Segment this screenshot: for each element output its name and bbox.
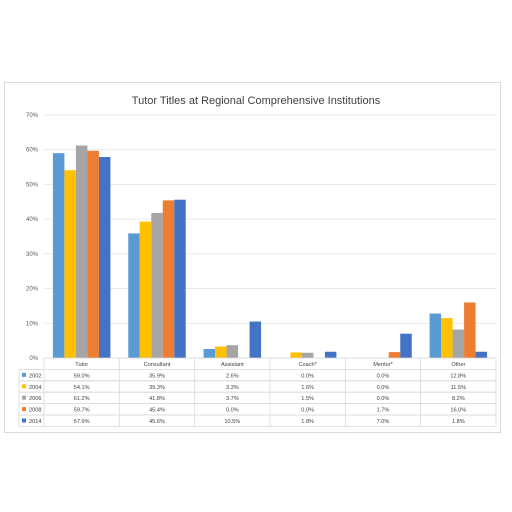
data-label: 1.5%	[301, 396, 314, 402]
data-table: Tutor Consultant Assistant Coach* Mentor* Oth…	[18, 357, 497, 427]
bar-2006-6	[452, 329, 465, 358]
data-label: 54.1%	[74, 385, 90, 391]
bar-2006-1	[75, 145, 88, 358]
bars	[52, 145, 488, 358]
legend-swatch-2004	[22, 384, 26, 389]
legend-swatch-2008	[22, 407, 26, 412]
data-label: 1.8%	[452, 419, 465, 425]
data-label: 1.8%	[301, 419, 314, 425]
bar-2006-4	[301, 352, 314, 358]
bar-2014-1	[98, 157, 111, 358]
data-label: 61.2%	[74, 396, 90, 402]
bar-2014-2	[174, 199, 186, 358]
y-tick-label: 20%	[26, 287, 39, 293]
data-label: 1.6%	[301, 385, 314, 391]
data-label: 10.5%	[224, 419, 240, 425]
data-label: 0.0%	[301, 408, 314, 414]
data-label: 7.0%	[377, 419, 390, 425]
bar-2014-4	[324, 351, 337, 358]
data-label: 0.0%	[377, 385, 390, 391]
y-tick-label: 40%	[26, 217, 39, 223]
y-tick-label: 60%	[26, 148, 39, 154]
data-label: 2.6%	[226, 373, 239, 379]
data-label: 59.7%	[74, 408, 90, 414]
legend-swatch-2006	[22, 395, 26, 400]
bar-2014-5	[400, 333, 412, 358]
bar-2008-1	[87, 150, 99, 358]
legend-entry-2008: 2008	[29, 408, 41, 414]
category-label: Other	[451, 362, 465, 368]
y-tick-label: 10%	[26, 321, 39, 327]
bar-2014-3	[249, 321, 262, 358]
bar-2002-3	[203, 348, 216, 358]
bar-2004-4	[290, 352, 302, 358]
data-label: 59.0%	[74, 373, 90, 379]
data-label: 41.8%	[149, 396, 165, 402]
y-tick-label: 30%	[26, 252, 39, 258]
chart-frame: Tutor Titles at Regional Comprehensive I…	[4, 82, 501, 433]
data-label: 45.4%	[149, 408, 165, 414]
data-label: 0.0%	[377, 396, 390, 402]
gridlines	[44, 114, 496, 359]
legend-entry-2014: 2014	[29, 419, 41, 425]
data-label: 0.0%	[301, 373, 314, 379]
legend-entry-2002: 2002	[29, 373, 41, 379]
y-tick-label: 50%	[26, 182, 39, 188]
bar-2004-2	[139, 221, 152, 358]
legend-swatch-2002	[22, 372, 26, 377]
y-tick-label: 0%	[29, 356, 38, 362]
bar-2006-2	[151, 212, 163, 358]
legend-swatch-2014	[22, 418, 26, 423]
bar-2002-6	[429, 313, 442, 358]
bar-2004-3	[215, 346, 227, 358]
data-label: 35.9%	[149, 373, 165, 379]
bar-2004-1	[64, 170, 76, 358]
data-label: 57.9%	[74, 419, 90, 425]
category-label: Tutor	[75, 362, 88, 368]
category-label: Mentor*	[373, 362, 393, 368]
bar-2008-2	[162, 200, 175, 358]
data-label: 39.3%	[149, 385, 165, 391]
data-label: 3.7%	[226, 396, 239, 402]
data-label: 0.0%	[377, 373, 390, 379]
bar-2006-3	[226, 345, 239, 358]
bar-2004-6	[441, 318, 453, 358]
data-label: 12.8%	[450, 373, 466, 379]
category-label: Consultant	[144, 362, 171, 368]
category-label: Coach*	[298, 362, 317, 368]
data-label: 8.2%	[452, 396, 465, 402]
bar-2008-6	[464, 302, 476, 358]
legend-entry-2004: 2004	[29, 385, 41, 391]
bar-2002-1	[52, 153, 65, 358]
bar-chart: Tutor Titles at Regional Comprehensive I…	[18, 95, 497, 427]
bar-2002-2	[128, 233, 140, 358]
chart-title: Tutor Titles at Regional Comprehensive I…	[132, 95, 381, 107]
data-label: 3.3%	[226, 385, 239, 391]
bar-2014-6	[475, 351, 488, 358]
y-axis: 0% 10% 20% 30% 40% 50% 60% 70%	[26, 113, 39, 362]
data-label: 16.0%	[450, 408, 466, 414]
category-label: Assistant	[221, 362, 244, 368]
data-label: 0.0%	[226, 408, 239, 414]
y-tick-label: 70%	[26, 113, 39, 119]
data-label: 11.5%	[451, 385, 466, 391]
bar-2008-5	[388, 352, 401, 358]
data-label: 45.6%	[149, 419, 165, 425]
legend-entry-2006: 2006	[29, 396, 41, 402]
data-label: 1.7%	[377, 408, 390, 414]
